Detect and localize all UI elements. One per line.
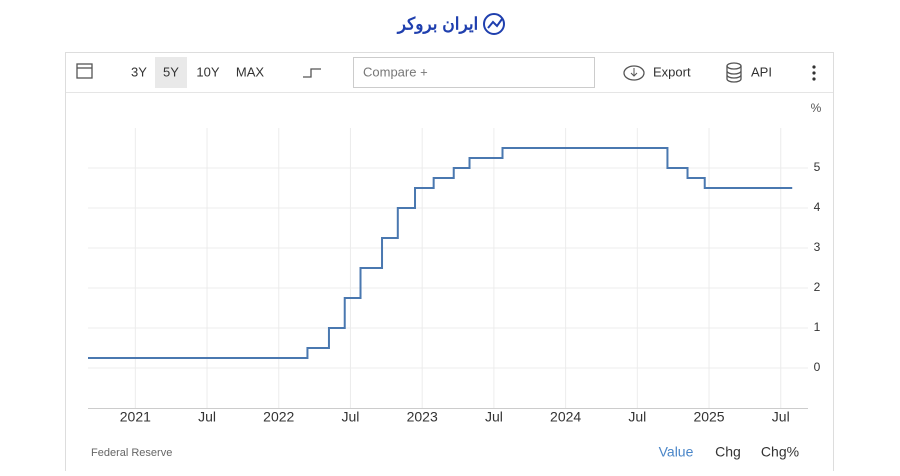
y-tick-label: 2 [814, 280, 821, 294]
rate-line [88, 147, 793, 359]
range-active [155, 57, 187, 88]
logo-icon [483, 13, 506, 35]
panel [65, 52, 834, 476]
source: Federal Reserve [91, 447, 172, 459]
y-tick-label: 4 [814, 200, 821, 214]
api-button[interactable]: API [751, 64, 772, 79]
menu-button[interactable] [812, 65, 816, 81]
export-icon[interactable] [623, 65, 645, 81]
x-tick-label: 2024 [550, 409, 581, 425]
footer-tab[interactable]: Chg% [761, 444, 799, 460]
x-tick-label: Jul [772, 409, 790, 425]
y-tick-label: 0 [814, 360, 821, 374]
footer-tab[interactable]: Chg [715, 444, 741, 460]
chart-type-button[interactable] [303, 68, 321, 78]
logo: ایران بروکر [396, 13, 506, 35]
x-tick-label: 2023 [407, 409, 438, 425]
range-button[interactable]: 5Y [163, 64, 179, 79]
range-button[interactable]: 10Y [196, 64, 219, 79]
footer-tab[interactable]: Value [659, 444, 694, 460]
range-button[interactable]: MAX [236, 64, 265, 79]
x-tick-label: 2022 [263, 409, 294, 425]
range-button[interactable]: 3Y [131, 64, 147, 79]
logo-text: ایران بروکر [396, 14, 479, 34]
calendar-icon[interactable] [76, 63, 93, 79]
x-tick-label: Jul [485, 409, 503, 425]
x-tick-label: Jul [198, 409, 216, 425]
y-tick-label: 1 [814, 320, 821, 334]
x-tick-label: 2021 [120, 409, 151, 425]
compare-input[interactable] [353, 57, 595, 88]
y-tick-label: 3 [814, 240, 821, 254]
api-icon[interactable] [726, 62, 742, 83]
y-tick-label: 5 [814, 160, 821, 174]
compare-placeholder: Compare + [363, 64, 428, 79]
x-tick-label: 2025 [693, 409, 724, 425]
unit-label: % [811, 101, 822, 115]
x-tick-label: Jul [628, 409, 646, 425]
export-button[interactable]: Export [653, 64, 691, 79]
x-tick-label: Jul [342, 409, 360, 425]
